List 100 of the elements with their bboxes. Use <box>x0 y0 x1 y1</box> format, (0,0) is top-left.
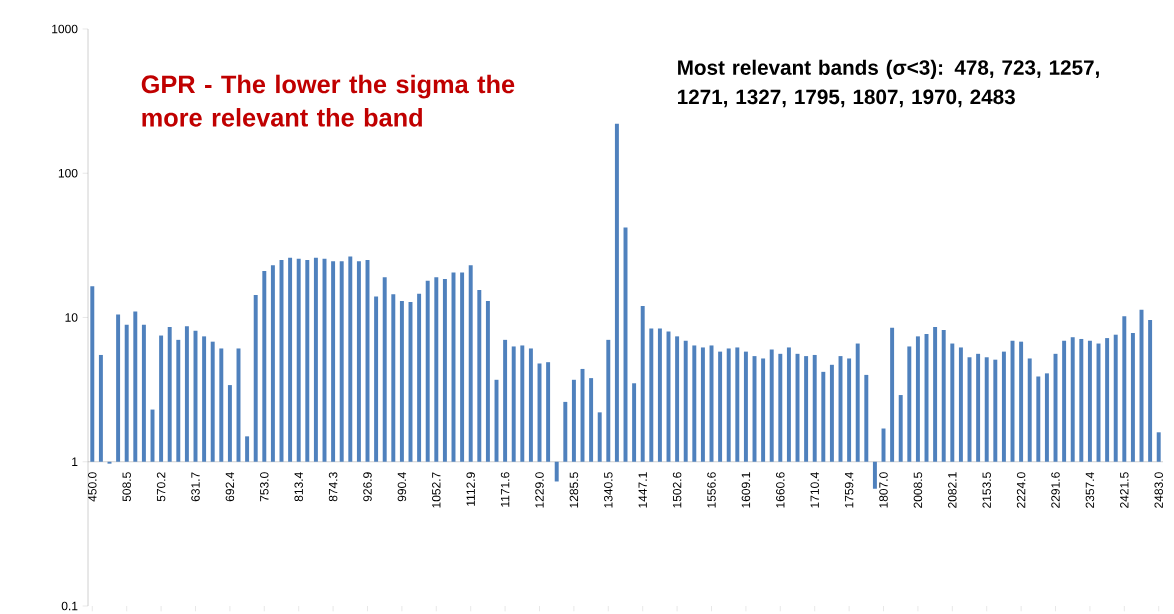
bar <box>915 336 920 462</box>
bar <box>133 311 138 462</box>
bar <box>778 353 783 462</box>
bar <box>898 395 903 462</box>
bar <box>640 306 645 462</box>
bar <box>958 347 963 462</box>
bar <box>786 347 791 462</box>
bar <box>829 364 834 462</box>
bar <box>1027 358 1032 462</box>
bar <box>313 257 318 462</box>
bar <box>210 341 215 462</box>
bar <box>296 258 301 462</box>
bar <box>872 461 877 489</box>
x-tick-label: 1759.4 <box>844 472 854 508</box>
bar <box>167 326 172 462</box>
bar <box>933 326 938 462</box>
bar <box>649 328 654 462</box>
bar <box>425 280 430 462</box>
bar <box>1001 351 1006 462</box>
x-tick-label: 450.0 <box>88 472 97 502</box>
bar <box>692 345 697 462</box>
bar <box>442 278 447 462</box>
x-tick-label: 1112.9 <box>466 472 475 506</box>
x-tick-label: 1052.7 <box>432 472 441 508</box>
bar <box>503 339 508 462</box>
x-tick-label: 1502.6 <box>672 472 682 508</box>
bar <box>657 328 662 462</box>
bar <box>460 272 465 462</box>
bar <box>890 327 895 462</box>
bar <box>245 436 250 462</box>
bar <box>976 353 981 462</box>
bar <box>597 412 602 462</box>
bar <box>1019 341 1024 462</box>
bar <box>554 461 559 482</box>
bar <box>735 347 740 462</box>
bar <box>348 256 353 462</box>
bar <box>116 314 121 462</box>
x-tick-label: 1340.5 <box>604 472 613 508</box>
bar <box>984 357 989 462</box>
bar <box>331 261 336 462</box>
bar <box>1105 338 1110 462</box>
x-tick-label: 1229.0 <box>535 472 544 508</box>
bar <box>159 335 164 462</box>
x-tick-label: 926.9 <box>363 472 372 502</box>
x-tick-label: 692.4 <box>225 472 235 502</box>
bar <box>382 277 387 462</box>
text: GPR - The lower the sigma the more relevant the band <box>141 74 515 127</box>
bar <box>176 339 181 462</box>
bar <box>718 351 723 462</box>
x-tick-label: 1710.4 <box>810 472 819 508</box>
y-tick-label: 0.1 <box>61 601 78 611</box>
x-tick-label: 2421.5 <box>1120 472 1129 508</box>
bar <box>528 348 533 462</box>
bar <box>700 347 705 462</box>
x-tick-label: 2082.1 <box>948 472 957 508</box>
bar <box>1113 334 1118 462</box>
bar <box>743 351 748 462</box>
bar <box>124 324 129 462</box>
x-tick-label: 631.7 <box>191 472 200 502</box>
bar <box>769 349 774 462</box>
bar <box>485 301 490 462</box>
bar <box>1130 333 1135 462</box>
bar <box>614 123 619 462</box>
bar <box>1079 338 1084 462</box>
bar <box>288 257 293 462</box>
bar <box>1070 337 1075 462</box>
bar <box>270 265 275 462</box>
x-tick-label: 813.4 <box>294 472 303 502</box>
x-tick-label: 874.3 <box>328 472 338 502</box>
bar <box>434 277 439 462</box>
x-tick-label: 2291.6 <box>1051 472 1060 508</box>
bar <box>683 340 688 462</box>
bar <box>184 326 189 462</box>
bar <box>253 295 258 462</box>
bar <box>941 329 946 462</box>
x-tick-label: 1556.6 <box>707 472 716 508</box>
bar <box>821 371 826 462</box>
bar <box>675 336 680 462</box>
x-tick-label: 990.4 <box>397 472 407 502</box>
y-tick-label: 100 <box>58 168 78 178</box>
bar <box>1044 373 1049 462</box>
bar <box>589 378 594 462</box>
x-tick-label: 1285.5 <box>569 472 579 508</box>
bar <box>219 348 224 462</box>
bar <box>1036 376 1041 462</box>
bar <box>847 358 852 462</box>
x-tick-label: 1447.1 <box>638 472 647 508</box>
x-tick-label: 570.2 <box>156 472 166 502</box>
bar <box>202 336 207 462</box>
bar <box>606 339 611 462</box>
bar <box>855 343 860 462</box>
bar <box>1148 320 1153 462</box>
x-tick-label: 2224.0 <box>1016 472 1026 508</box>
bar <box>726 348 731 462</box>
bar <box>262 271 267 462</box>
bar <box>950 343 955 462</box>
bar <box>1087 340 1092 462</box>
bar <box>812 354 817 462</box>
annotation: Most relevant bands (σ<3): 478, 723, 1257, 1271, 1327, 1795, 1807, 1970, 2483 <box>678 59 1099 108</box>
bar <box>417 293 422 462</box>
